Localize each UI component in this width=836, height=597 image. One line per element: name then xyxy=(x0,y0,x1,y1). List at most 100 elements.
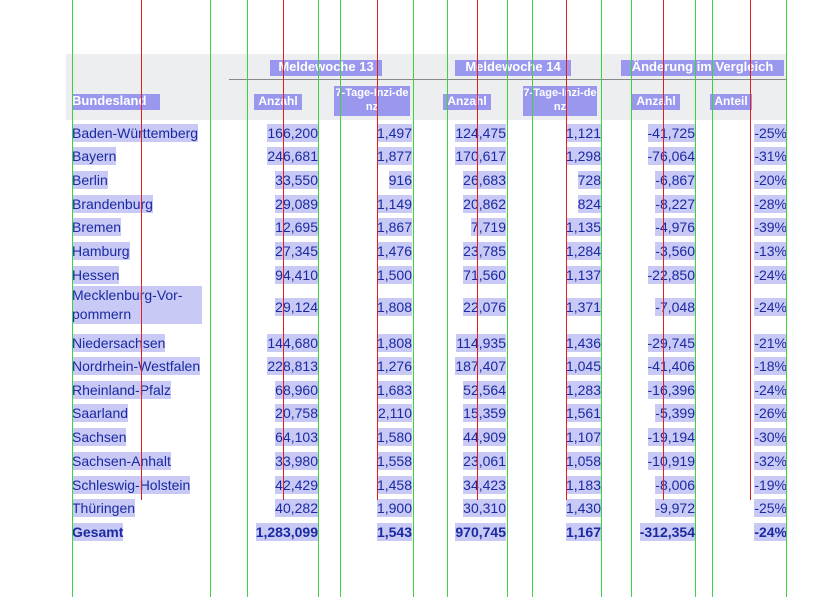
cell-count-w13: 42,429 xyxy=(275,476,318,494)
cell-count-w13: 64,103 xyxy=(275,428,318,446)
cell-count-diff: -7,048 xyxy=(655,298,695,316)
separator-line xyxy=(141,0,142,500)
cell-count-w14: 34,423 xyxy=(463,476,506,494)
cell-incidence-w13: 1,558 xyxy=(376,452,412,470)
separator-line xyxy=(377,0,378,500)
group-header-week13: Meldewoche 13 xyxy=(270,60,382,76)
cell-incidence-w14: 1,284 xyxy=(565,242,601,260)
cell-count-diff: -8,227 xyxy=(655,195,695,213)
cell-count-w13: 12,695 xyxy=(275,218,318,236)
column-guide-line xyxy=(601,0,602,597)
cell-share-diff: -24% xyxy=(754,523,787,541)
cell-state: Nordrhein-Westfalen xyxy=(72,357,201,375)
column-guide-line xyxy=(247,0,248,597)
cell-incidence-w13: 1,149 xyxy=(376,195,412,213)
cell-incidence-w13: 916 xyxy=(388,171,412,189)
cell-share-diff: -25% xyxy=(754,124,787,142)
cell-count-diff: -76,064 xyxy=(647,147,695,165)
cell-incidence-w14: 1,298 xyxy=(565,147,601,165)
cell-incidence-w14: 1,430 xyxy=(565,499,601,517)
cell-count-w14: 23,061 xyxy=(463,452,506,470)
cell-incidence-w13: 1,867 xyxy=(376,218,412,236)
cell-count-w13: 68,960 xyxy=(275,381,318,399)
cell-state: Hessen xyxy=(72,266,120,284)
column-header-count-diff: Anzahl xyxy=(632,94,680,110)
column-guide-line xyxy=(532,0,533,597)
cell-incidence-w14: 1,107 xyxy=(565,428,601,446)
cell-count-w13: 94,410 xyxy=(275,266,318,284)
cell-share-diff: -28% xyxy=(754,195,787,213)
cell-count-diff: -6,867 xyxy=(655,171,695,189)
separator-line xyxy=(663,0,664,500)
cell-count-w13: 1,283,099 xyxy=(255,523,318,541)
cell-count-diff: -312,354 xyxy=(639,523,695,541)
cell-incidence-w14: 1,371 xyxy=(565,298,601,316)
cell-share-diff: -26% xyxy=(754,404,787,422)
cell-count-diff: -3,560 xyxy=(655,242,695,260)
column-guide-line xyxy=(712,0,713,597)
cell-state: Saarland xyxy=(72,404,129,422)
column-header-state: Bundesland xyxy=(72,94,160,110)
cell-share-diff: -21% xyxy=(754,334,787,352)
cell-count-diff: -4,976 xyxy=(655,218,695,236)
cell-share-diff: -13% xyxy=(754,242,787,260)
cell-share-diff: -25% xyxy=(754,499,787,517)
cell-incidence-w13: 1,877 xyxy=(376,147,412,165)
column-guide-line xyxy=(340,0,341,597)
cell-state: Hamburg xyxy=(72,242,130,260)
cell-share-diff: -31% xyxy=(754,147,787,165)
cell-count-w13: 166,200 xyxy=(267,124,318,142)
cell-incidence-w14: 1,137 xyxy=(565,266,601,284)
cell-count-w14: 970,745 xyxy=(455,523,506,541)
cell-count-w14: 23,785 xyxy=(463,242,506,260)
cell-count-diff: -29,745 xyxy=(647,334,695,352)
cell-count-w13: 246,681 xyxy=(267,147,318,165)
column-guide-line xyxy=(695,0,696,597)
cell-share-diff: -18% xyxy=(754,357,787,375)
cell-state: Sachsen-Anhalt xyxy=(72,452,171,470)
cell-state: Bremen xyxy=(72,218,122,236)
column-guide-line xyxy=(507,0,508,597)
cell-incidence-w14: 1,045 xyxy=(565,357,601,375)
column-guide-line xyxy=(318,0,319,597)
cell-share-diff: -20% xyxy=(754,171,787,189)
column-header-count-w13: Anzahl xyxy=(254,94,302,110)
column-guide-line xyxy=(210,0,211,597)
cell-state: Sachsen xyxy=(72,428,127,446)
cell-count-w14: 15,359 xyxy=(463,404,506,422)
cell-count-diff: -19,194 xyxy=(647,428,695,446)
cell-state: Gesamt xyxy=(72,523,124,541)
cell-incidence-w14: 1,436 xyxy=(565,334,601,352)
cell-count-w13: 144,680 xyxy=(267,334,318,352)
cell-count-w13: 29,124 xyxy=(275,298,318,316)
column-guide-line xyxy=(786,0,787,597)
cell-incidence-w13: 1,683 xyxy=(376,381,412,399)
cell-incidence-w14: 1,183 xyxy=(565,476,601,494)
cell-incidence-w13: 1,808 xyxy=(376,298,412,316)
cell-count-diff: -5,399 xyxy=(655,404,695,422)
cell-incidence-w13: 1,476 xyxy=(376,242,412,260)
cell-state: Bayern xyxy=(72,147,117,165)
cell-count-diff: -41,406 xyxy=(647,357,695,375)
cell-count-w13: 27,345 xyxy=(275,242,318,260)
cell-count-diff: -16,396 xyxy=(647,381,695,399)
separator-line xyxy=(750,0,751,500)
column-guide-line xyxy=(413,0,414,597)
cell-incidence-w13: 1,458 xyxy=(376,476,412,494)
cell-count-w13: 228,813 xyxy=(267,357,318,375)
cell-incidence-w14: 1,135 xyxy=(565,218,601,236)
cell-share-diff: -24% xyxy=(754,381,787,399)
cell-state: Niedersachsen xyxy=(72,334,166,352)
cell-count-diff: -22,850 xyxy=(647,266,695,284)
cell-incidence-w14: 728 xyxy=(577,171,601,189)
cell-count-w13: 33,550 xyxy=(275,171,318,189)
cell-count-diff: -9,972 xyxy=(655,499,695,517)
cell-incidence-w14: 1,121 xyxy=(565,124,601,142)
cell-state: Baden-Württemberg xyxy=(72,124,199,142)
cell-incidence-w13: 1,543 xyxy=(376,523,412,541)
cell-incidence-w14: 1,058 xyxy=(565,452,601,470)
cell-state: Brandenburg xyxy=(72,195,153,213)
cell-count-w14: 170,617 xyxy=(455,147,506,165)
separator-line xyxy=(566,0,567,500)
cell-incidence-w13: 1,276 xyxy=(376,357,412,375)
